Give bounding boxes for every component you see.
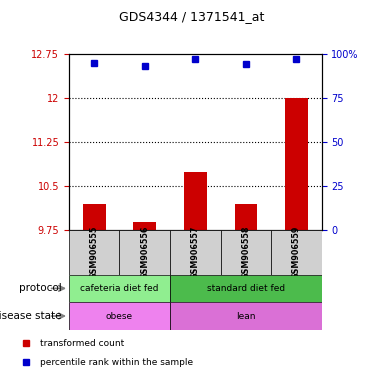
Text: protocol: protocol (18, 283, 61, 293)
Text: cafeteria diet fed: cafeteria diet fed (80, 284, 159, 293)
Text: percentile rank within the sample: percentile rank within the sample (40, 358, 193, 367)
Bar (69, 302, 170, 330)
Text: transformed count: transformed count (40, 339, 124, 348)
Text: GDS4344 / 1371541_at: GDS4344 / 1371541_at (119, 10, 264, 23)
Text: obese: obese (106, 311, 133, 321)
Bar (184, 172, 207, 230)
Text: disease state: disease state (0, 311, 61, 321)
Text: GSM906556: GSM906556 (140, 226, 149, 279)
Bar (170, 302, 322, 330)
Bar (83, 204, 106, 230)
Bar (170, 275, 322, 302)
Text: GSM906559: GSM906559 (292, 226, 301, 279)
Bar (170, 230, 221, 275)
Text: GSM906557: GSM906557 (191, 226, 200, 279)
Bar (119, 230, 170, 275)
Bar (271, 230, 322, 275)
Text: GSM906555: GSM906555 (90, 226, 99, 279)
Bar (285, 98, 308, 230)
Bar (234, 204, 257, 230)
Text: standard diet fed: standard diet fed (207, 284, 285, 293)
Bar (133, 222, 156, 230)
Bar (69, 275, 170, 302)
Bar (221, 230, 271, 275)
Bar (69, 230, 119, 275)
Text: lean: lean (236, 311, 255, 321)
Text: GSM906558: GSM906558 (241, 226, 250, 279)
